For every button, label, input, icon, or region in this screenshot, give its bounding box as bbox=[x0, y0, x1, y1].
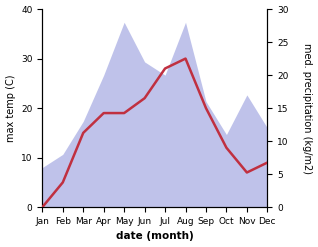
Y-axis label: max temp (C): max temp (C) bbox=[5, 74, 16, 142]
Y-axis label: med. precipitation (kg/m2): med. precipitation (kg/m2) bbox=[302, 43, 313, 174]
X-axis label: date (month): date (month) bbox=[116, 231, 194, 242]
